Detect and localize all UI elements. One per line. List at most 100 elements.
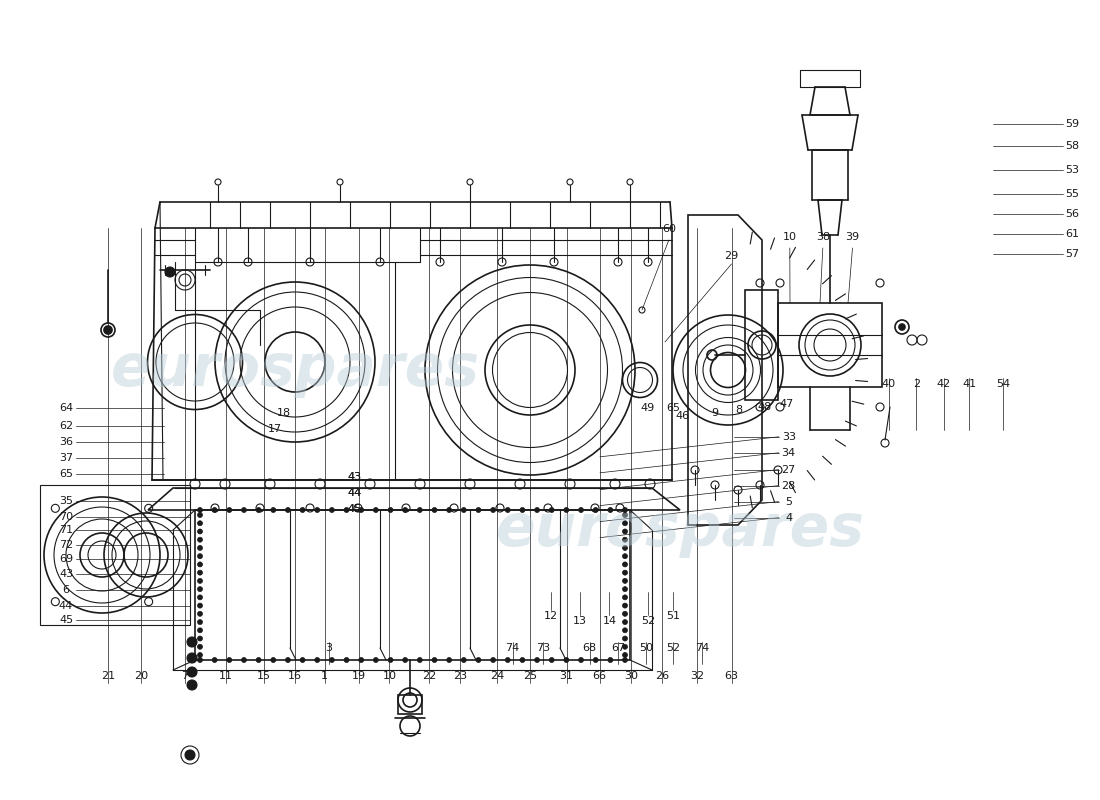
Circle shape (198, 538, 202, 542)
Circle shape (271, 658, 276, 662)
Circle shape (212, 507, 217, 513)
Text: 44: 44 (348, 488, 361, 498)
Text: 67: 67 (612, 643, 625, 653)
Circle shape (520, 507, 525, 513)
Circle shape (198, 513, 202, 518)
Circle shape (432, 507, 437, 513)
Circle shape (549, 507, 554, 513)
Circle shape (535, 658, 540, 662)
Circle shape (593, 507, 598, 513)
Text: 64: 64 (59, 403, 73, 413)
Circle shape (623, 636, 627, 641)
Circle shape (256, 658, 261, 662)
Circle shape (198, 644, 202, 650)
Circle shape (198, 586, 202, 592)
Text: 74: 74 (695, 643, 708, 653)
Circle shape (359, 658, 364, 662)
Circle shape (447, 507, 452, 513)
Circle shape (623, 562, 627, 567)
Text: 42: 42 (937, 379, 950, 389)
Circle shape (373, 658, 378, 662)
Circle shape (432, 658, 437, 662)
Circle shape (198, 636, 202, 641)
Circle shape (198, 603, 202, 608)
Circle shape (417, 507, 422, 513)
Circle shape (373, 507, 378, 513)
Text: 17: 17 (268, 424, 282, 434)
Circle shape (417, 658, 422, 662)
Text: 47: 47 (780, 399, 793, 409)
Text: 65: 65 (59, 470, 73, 479)
Text: 50: 50 (639, 643, 652, 653)
Circle shape (505, 507, 510, 513)
Text: 9: 9 (712, 408, 718, 418)
Text: eurospares: eurospares (110, 342, 480, 398)
Circle shape (623, 658, 627, 662)
Text: 4: 4 (785, 513, 792, 522)
Text: 69: 69 (59, 554, 73, 564)
Text: 65: 65 (667, 403, 680, 413)
Circle shape (388, 507, 393, 513)
Circle shape (198, 554, 202, 558)
Text: eurospares: eurospares (495, 502, 865, 558)
Circle shape (242, 658, 246, 662)
Text: 56: 56 (1066, 210, 1079, 219)
Circle shape (623, 586, 627, 592)
Circle shape (315, 658, 320, 662)
Circle shape (198, 507, 202, 513)
Text: 6: 6 (63, 586, 69, 595)
Circle shape (593, 658, 598, 662)
Circle shape (344, 507, 349, 513)
Circle shape (212, 658, 217, 662)
Text: 25: 25 (524, 671, 537, 681)
Text: 43: 43 (59, 569, 73, 578)
Circle shape (505, 658, 510, 662)
Text: 43: 43 (348, 472, 361, 482)
Text: 7: 7 (182, 671, 188, 681)
Circle shape (623, 507, 627, 513)
Circle shape (329, 507, 334, 513)
Text: 66: 66 (593, 671, 606, 681)
Circle shape (623, 529, 627, 534)
Text: 74: 74 (506, 643, 519, 653)
Text: 23: 23 (453, 671, 466, 681)
Circle shape (579, 507, 583, 513)
Circle shape (227, 658, 232, 662)
Text: 16: 16 (288, 671, 301, 681)
Circle shape (491, 658, 496, 662)
Circle shape (165, 267, 175, 277)
Text: 32: 32 (691, 671, 704, 681)
Text: 54: 54 (997, 379, 1010, 389)
Circle shape (476, 658, 481, 662)
Circle shape (185, 750, 195, 760)
Text: 11: 11 (219, 671, 232, 681)
Circle shape (535, 507, 540, 513)
Circle shape (198, 653, 202, 658)
Text: 1: 1 (321, 671, 328, 681)
Text: 62: 62 (59, 421, 73, 430)
Circle shape (608, 658, 613, 662)
Circle shape (623, 644, 627, 650)
Circle shape (461, 507, 466, 513)
Text: 41: 41 (962, 379, 976, 389)
Text: 59: 59 (1066, 119, 1079, 129)
Text: 58: 58 (1066, 142, 1079, 151)
Circle shape (187, 637, 197, 647)
Text: 35: 35 (59, 496, 73, 506)
Circle shape (359, 507, 364, 513)
Circle shape (198, 595, 202, 600)
Circle shape (198, 546, 202, 550)
Circle shape (623, 546, 627, 550)
Text: 12: 12 (544, 611, 558, 621)
Text: 39: 39 (846, 232, 859, 242)
Text: 73: 73 (537, 643, 550, 653)
Circle shape (329, 658, 334, 662)
Circle shape (198, 562, 202, 567)
Circle shape (187, 680, 197, 690)
Circle shape (187, 667, 197, 677)
Circle shape (198, 529, 202, 534)
Text: 3: 3 (326, 643, 332, 653)
Circle shape (623, 628, 627, 633)
Circle shape (256, 507, 261, 513)
Circle shape (198, 628, 202, 633)
